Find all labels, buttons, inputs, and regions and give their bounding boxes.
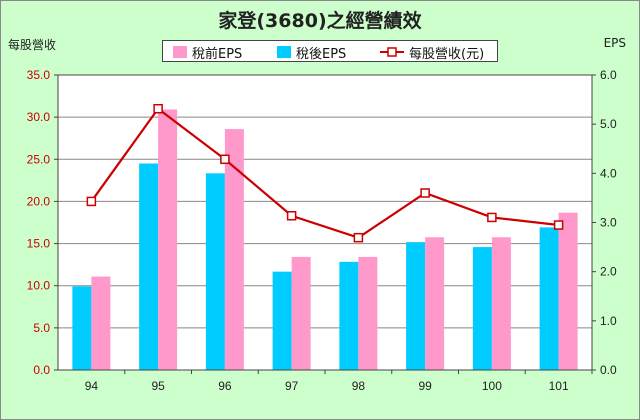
point-revenue-per-share <box>487 212 497 223</box>
legend-item-pretax-eps: 稅前EPS <box>173 41 242 63</box>
legend: 稅前EPS 稅後EPS 每股營收(元) <box>162 40 498 62</box>
point-revenue-per-share <box>553 220 564 230</box>
point-revenue-per-share <box>86 196 97 207</box>
y-left-tick-label: 25.0 <box>27 152 51 166</box>
bar-pretax-eps <box>224 129 244 370</box>
y-left-tick-label: 20.0 <box>27 194 51 208</box>
x-tick-label: 97 <box>285 379 299 393</box>
legend-item-aftertax-eps: 稅後EPS <box>277 41 346 63</box>
x-tick-label: 95 <box>151 379 165 393</box>
plot-area <box>58 75 592 370</box>
y-left-tick-label: 5.0 <box>33 321 50 335</box>
bar-pretax-eps <box>91 276 111 370</box>
y-axis-right-label: EPS <box>603 36 626 50</box>
y-right-tick-label: 4.0 <box>600 166 617 180</box>
y-axis-left-label: 每股營收 <box>8 38 57 52</box>
x-tick-label: 100 <box>482 379 502 393</box>
x-tick-label: 98 <box>352 379 366 393</box>
bar-aftertax-eps <box>205 173 225 370</box>
bar-aftertax-eps <box>272 271 292 370</box>
legend-label-pretax-eps: 稅前EPS <box>192 46 243 62</box>
legend-item-revenue-per-share: 每股營收(元) <box>379 41 484 63</box>
y-left-tick-label: 10.0 <box>27 279 51 293</box>
legend-swatch-aftertax-eps <box>277 46 291 58</box>
line-revenue-per-share <box>90 107 559 239</box>
bar-aftertax-eps <box>406 242 426 370</box>
x-tick-label: 101 <box>549 379 569 393</box>
bar-pretax-eps <box>358 256 378 370</box>
y-left-tick-label: 0.0 <box>33 363 50 377</box>
y-right-tick-label: 0.0 <box>600 363 617 377</box>
bar-aftertax-eps <box>139 163 159 370</box>
bar-pretax-eps <box>425 237 445 370</box>
y-left-tick-label: 30.0 <box>27 110 51 124</box>
y-left-tick-label: 15.0 <box>27 237 51 251</box>
y-left-tick-label: 35.0 <box>27 68 51 82</box>
x-tick-label: 99 <box>418 379 432 393</box>
y-right-tick-label: 1.0 <box>600 314 617 328</box>
bar-aftertax-eps <box>539 227 559 370</box>
y-right-tick-label: 3.0 <box>600 216 617 230</box>
plot-border <box>57 74 593 371</box>
point-revenue-per-share <box>286 211 297 221</box>
legend-swatch-revenue-line <box>380 47 404 57</box>
legend-swatch-pretax-eps <box>173 46 187 58</box>
x-tick-label: 96 <box>218 379 232 393</box>
bar-pretax-eps <box>291 256 311 370</box>
legend-label-revenue-per-share: 每股營收(元) <box>409 46 485 62</box>
point-revenue-per-share <box>353 232 364 243</box>
bar-pretax-eps <box>491 237 511 370</box>
chart-title: 家登(3680)之經營績效 <box>218 10 422 32</box>
point-revenue-per-share <box>153 103 163 114</box>
bar-pretax-eps <box>558 212 578 370</box>
x-tick-label: 94 <box>85 379 99 393</box>
y-right-tick-label: 5.0 <box>600 117 617 131</box>
point-revenue-per-share <box>420 188 430 198</box>
y-right-tick-label: 2.0 <box>600 265 617 279</box>
bar-aftertax-eps <box>72 286 92 370</box>
bar-aftertax-eps <box>472 247 492 370</box>
y-right-tick-label: 6.0 <box>600 68 617 82</box>
bar-aftertax-eps <box>339 261 359 370</box>
legend-label-aftertax-eps: 稅後EPS <box>296 46 347 62</box>
point-revenue-per-share <box>220 154 230 165</box>
bar-pretax-eps <box>158 109 178 371</box>
